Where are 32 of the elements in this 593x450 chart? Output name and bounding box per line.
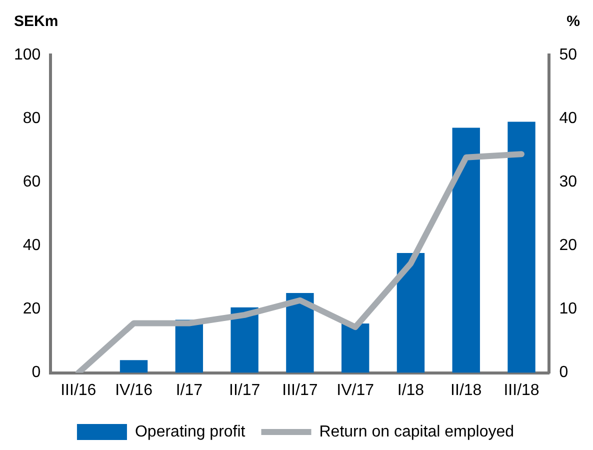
y2-tick-label: 20	[559, 237, 578, 254]
bar	[341, 324, 370, 373]
x-tick-label: III/16	[60, 382, 96, 399]
y-tick-label: 100	[14, 46, 41, 64]
y-tick-label: 40	[22, 237, 41, 254]
y-tick-label: 80	[22, 110, 41, 127]
y-tick-label: 60	[22, 174, 41, 191]
y-axis-title: SEKm	[14, 13, 58, 30]
bar	[452, 128, 480, 373]
y2-axis-title: %	[566, 13, 580, 30]
y2-tick-label: 40	[559, 110, 578, 127]
bar	[120, 360, 148, 373]
y2-tick-label: 10	[559, 300, 578, 318]
y2-tick-label: 30	[559, 174, 578, 191]
x-tick-label: II/17	[228, 382, 260, 399]
y-tick-label: 0	[32, 364, 41, 382]
y-tick-label: 20	[22, 300, 41, 318]
x-tick-label: III/17	[282, 382, 318, 399]
x-tick-label: IV/16	[115, 382, 153, 399]
x-tick-label: IV/17	[336, 382, 374, 399]
y2-tick-label: 0	[559, 364, 568, 382]
bar	[230, 307, 258, 373]
legend-label: Operating profit	[134, 423, 246, 440]
bar	[508, 122, 536, 373]
x-tick-label: III/18	[504, 382, 540, 399]
bar	[396, 252, 425, 373]
legend-label: Return on capital employed	[319, 423, 514, 440]
x-tick-label: II/18	[450, 382, 482, 399]
y2-tick-label: 50	[559, 46, 578, 64]
bar	[286, 293, 314, 373]
x-tick-label: I/17	[176, 382, 203, 399]
x-tick-label: I/18	[397, 382, 424, 399]
